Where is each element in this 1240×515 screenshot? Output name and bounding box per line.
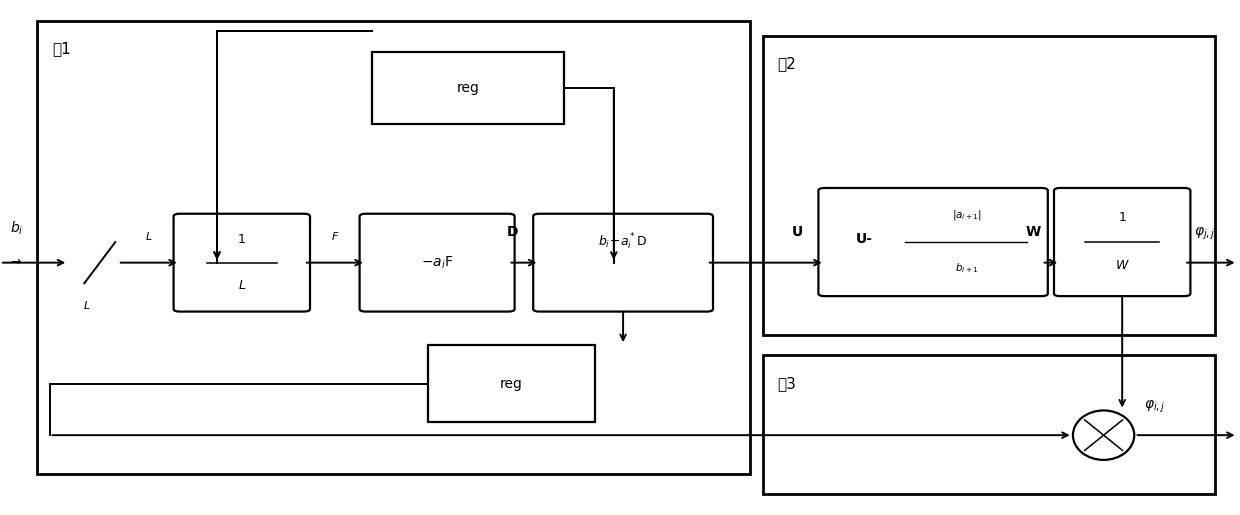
Text: 1: 1 <box>238 233 246 246</box>
Text: W: W <box>1025 226 1040 239</box>
FancyBboxPatch shape <box>818 188 1048 296</box>
FancyBboxPatch shape <box>174 214 310 312</box>
Text: $\varphi_{j,j}$: $\varphi_{j,j}$ <box>1194 226 1215 242</box>
Bar <box>763 36 1215 335</box>
Bar <box>372 52 564 124</box>
Text: →: → <box>10 256 20 269</box>
Text: F: F <box>331 232 339 242</box>
Text: W: W <box>1116 259 1128 272</box>
Text: $\varphi_{i,j}$: $\varphi_{i,j}$ <box>1145 398 1166 415</box>
FancyBboxPatch shape <box>360 214 515 312</box>
Text: L: L <box>238 279 246 293</box>
Text: $|a_{i+1}|$: $|a_{i+1}|$ <box>952 208 982 222</box>
Text: 1: 1 <box>1118 211 1126 224</box>
Text: U: U <box>791 226 804 239</box>
Text: reg: reg <box>500 376 523 391</box>
Bar <box>428 345 595 422</box>
Text: 框1: 框1 <box>52 41 71 56</box>
Text: 框2: 框2 <box>777 57 796 72</box>
Text: U-: U- <box>856 232 873 247</box>
Text: L: L <box>83 301 91 311</box>
Text: $b_i\!-\!a_i^*$D: $b_i\!-\!a_i^*$D <box>599 232 647 252</box>
Text: L: L <box>145 232 153 242</box>
Text: reg: reg <box>456 80 480 95</box>
FancyBboxPatch shape <box>1054 188 1190 296</box>
Text: 框3: 框3 <box>777 376 796 391</box>
Text: $-a_i$F: $-a_i$F <box>420 254 454 271</box>
Bar <box>763 355 1215 494</box>
Text: $b_{i+1}$: $b_{i+1}$ <box>956 261 978 274</box>
FancyBboxPatch shape <box>533 214 713 312</box>
Text: $b_i$: $b_i$ <box>10 219 24 237</box>
Text: D: D <box>506 226 518 239</box>
Bar <box>37 21 750 474</box>
